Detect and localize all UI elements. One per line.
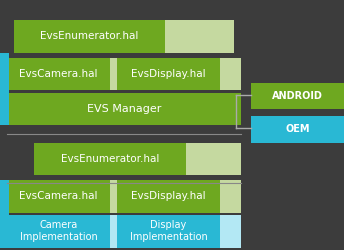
Text: EvsCamera.hal: EvsCamera.hal — [19, 191, 98, 201]
FancyBboxPatch shape — [117, 180, 220, 212]
FancyBboxPatch shape — [34, 142, 241, 175]
Text: EvsDisplay.hal: EvsDisplay.hal — [131, 191, 206, 201]
FancyBboxPatch shape — [251, 82, 344, 109]
FancyBboxPatch shape — [7, 180, 110, 212]
FancyBboxPatch shape — [117, 215, 220, 248]
Text: EvsEnumerator.hal: EvsEnumerator.hal — [40, 31, 139, 41]
Text: EVS Manager: EVS Manager — [87, 104, 161, 114]
FancyBboxPatch shape — [251, 116, 344, 142]
Text: EvsEnumerator.hal: EvsEnumerator.hal — [61, 154, 159, 164]
Text: EvsCamera.hal: EvsCamera.hal — [19, 69, 98, 79]
FancyBboxPatch shape — [14, 20, 165, 52]
Text: ANDROID: ANDROID — [272, 91, 323, 101]
Text: Camera
Implementation: Camera Implementation — [20, 220, 97, 242]
FancyBboxPatch shape — [7, 180, 241, 212]
FancyBboxPatch shape — [7, 92, 241, 125]
FancyBboxPatch shape — [7, 58, 110, 90]
FancyBboxPatch shape — [7, 215, 110, 248]
FancyBboxPatch shape — [0, 52, 9, 125]
FancyBboxPatch shape — [14, 20, 234, 52]
FancyBboxPatch shape — [7, 215, 241, 248]
FancyBboxPatch shape — [0, 180, 9, 248]
Text: EvsDisplay.hal: EvsDisplay.hal — [131, 69, 206, 79]
FancyBboxPatch shape — [34, 142, 186, 175]
FancyBboxPatch shape — [7, 58, 241, 90]
FancyBboxPatch shape — [117, 58, 220, 90]
Text: Display
Implementation: Display Implementation — [130, 220, 207, 242]
Text: OEM: OEM — [285, 124, 310, 134]
